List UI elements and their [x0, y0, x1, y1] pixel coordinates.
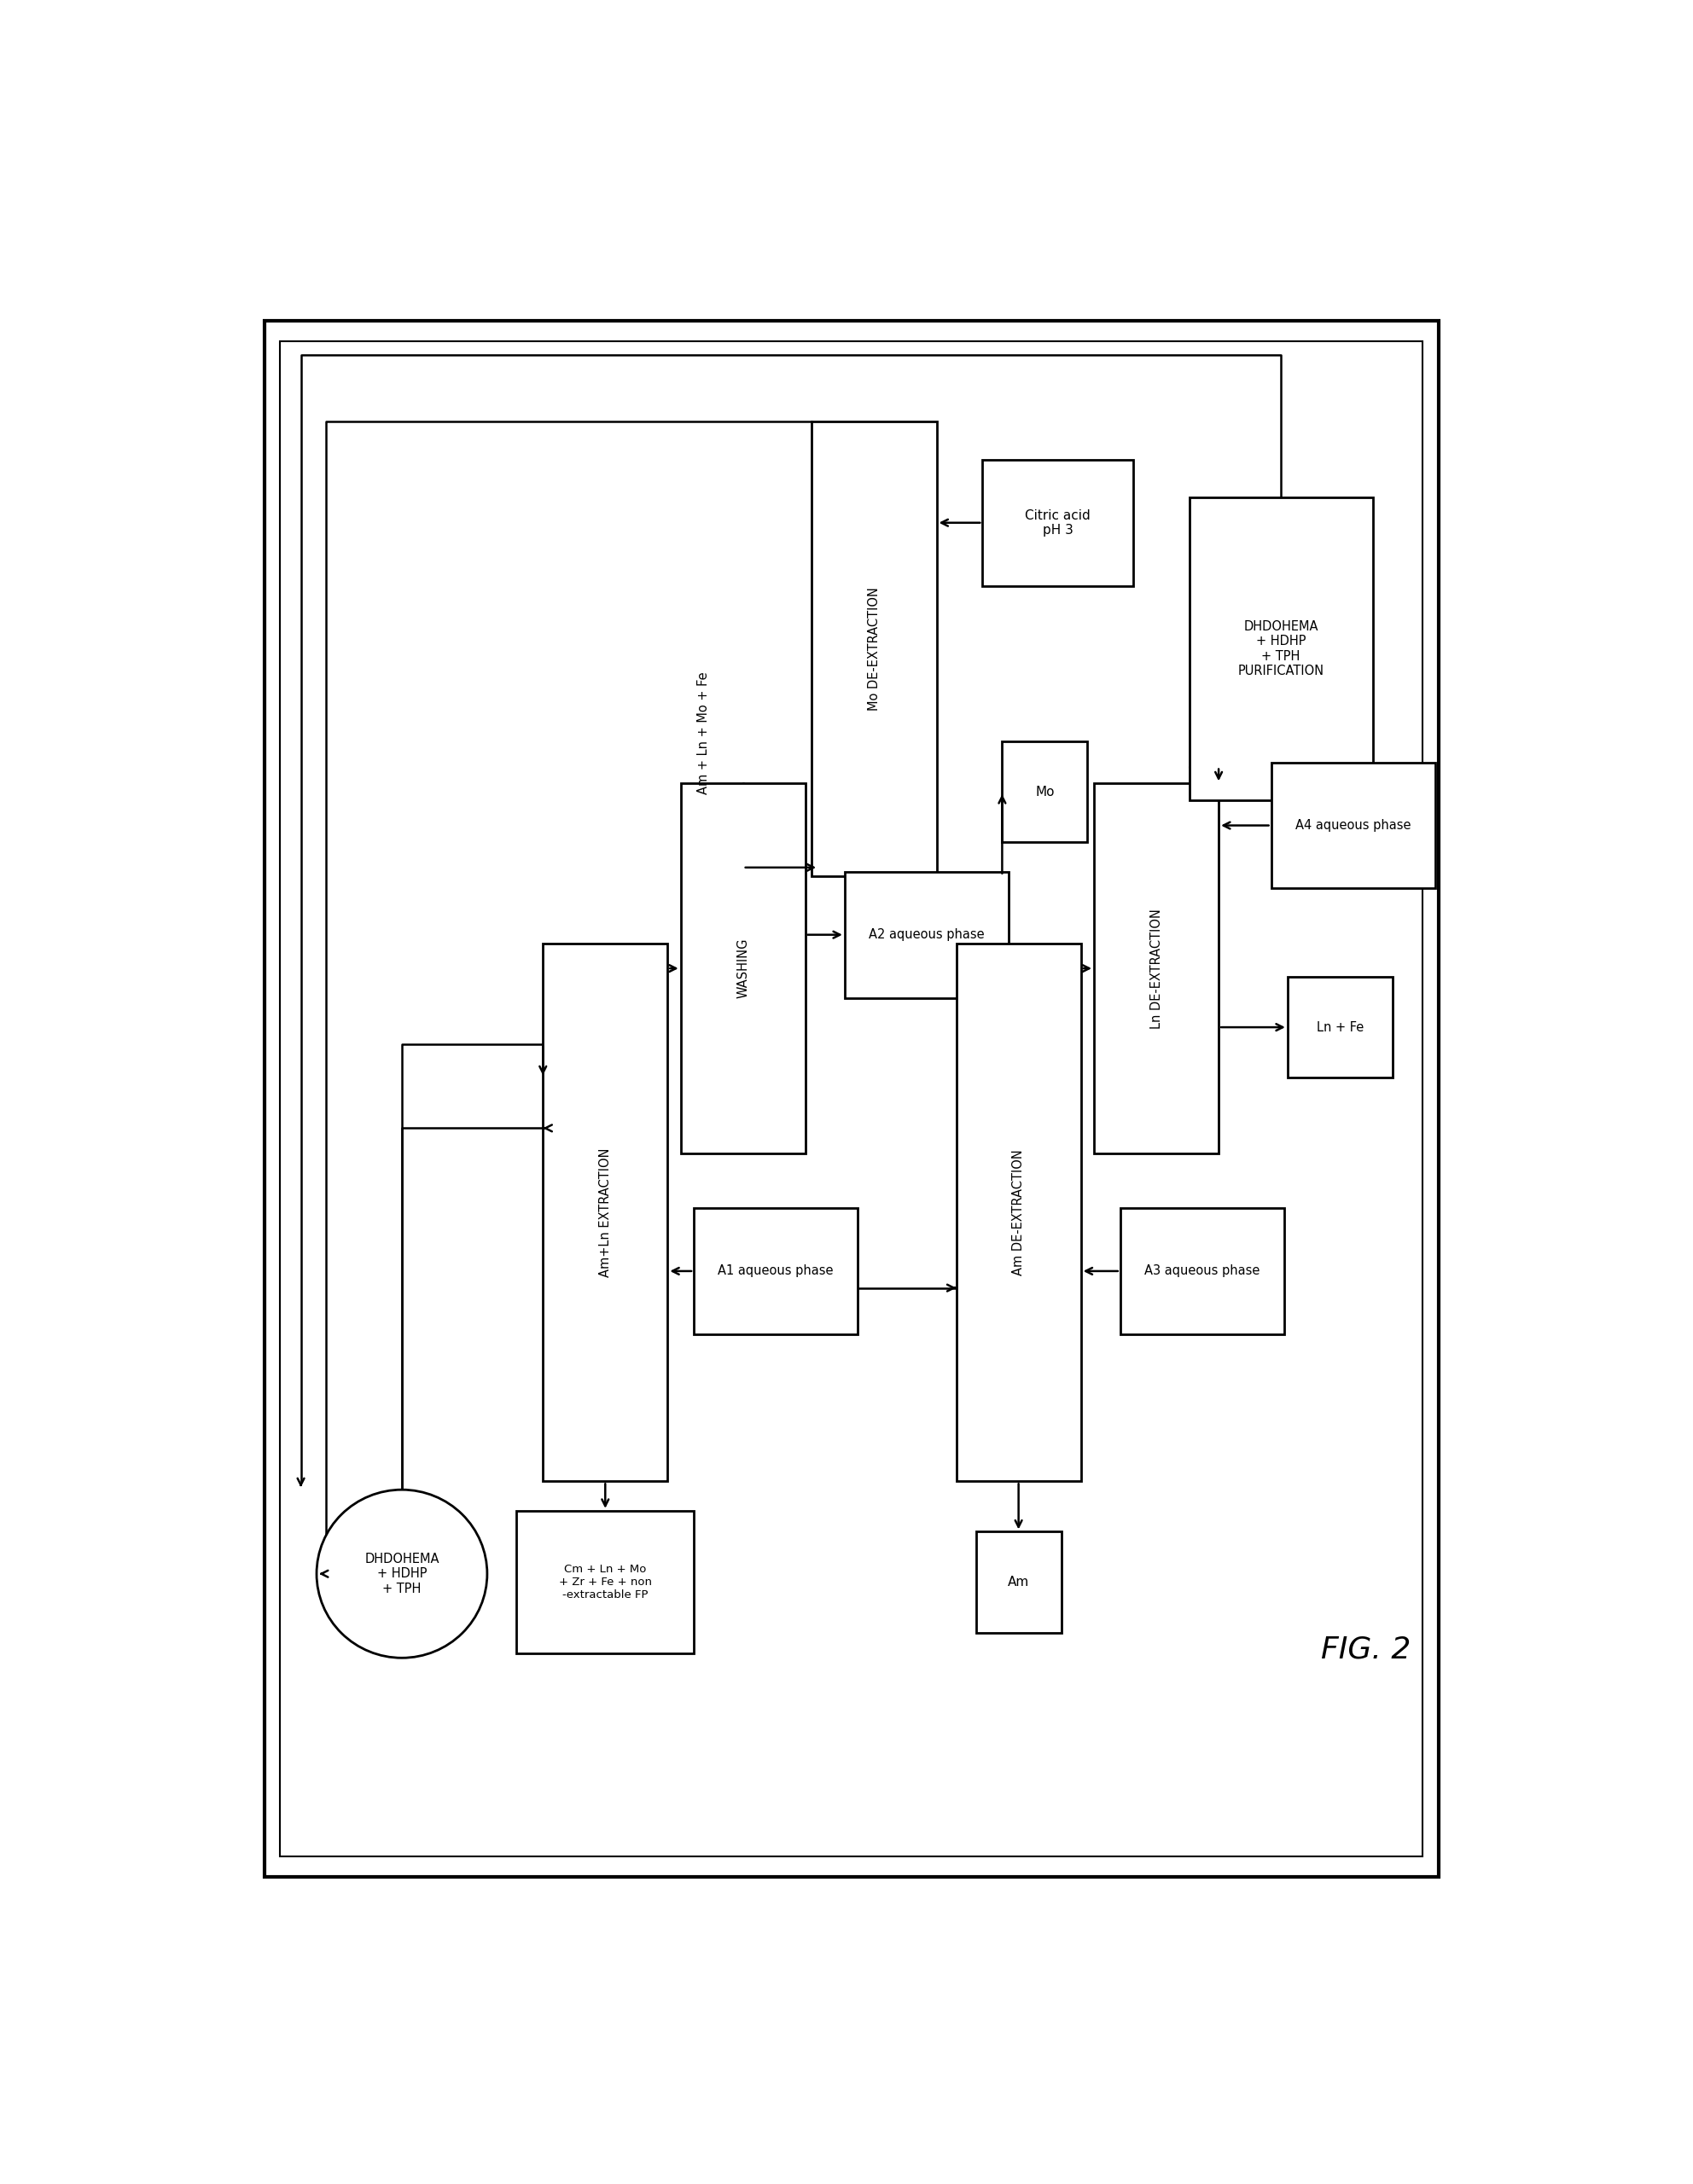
FancyBboxPatch shape: [516, 1511, 694, 1653]
Text: A4 aqueous phase: A4 aqueous phase: [1295, 819, 1410, 832]
FancyBboxPatch shape: [543, 943, 667, 1481]
FancyBboxPatch shape: [1288, 976, 1392, 1077]
FancyBboxPatch shape: [1094, 784, 1219, 1153]
FancyBboxPatch shape: [1188, 498, 1373, 799]
FancyBboxPatch shape: [982, 459, 1133, 585]
FancyBboxPatch shape: [845, 871, 1009, 998]
Text: WASHING: WASHING: [736, 939, 750, 998]
Text: A1 aqueous phase: A1 aqueous phase: [718, 1265, 833, 1278]
Ellipse shape: [317, 1489, 488, 1658]
Text: Ln + Fe: Ln + Fe: [1317, 1020, 1363, 1033]
FancyBboxPatch shape: [813, 422, 936, 876]
Text: A2 aqueous phase: A2 aqueous phase: [869, 928, 985, 941]
Text: FIG. 2: FIG. 2: [1321, 1636, 1412, 1664]
FancyBboxPatch shape: [681, 784, 806, 1153]
Text: Mo: Mo: [1034, 786, 1055, 797]
Text: Citric acid
pH 3: Citric acid pH 3: [1026, 509, 1090, 537]
FancyBboxPatch shape: [264, 321, 1439, 1876]
Text: Am+Ln EXTRACTION: Am+Ln EXTRACTION: [599, 1147, 611, 1278]
Text: DHDOHEMA
+ HDHP
+ TPH: DHDOHEMA + HDHP + TPH: [364, 1553, 438, 1594]
Text: Am + Ln + Mo + Fe: Am + Ln + Mo + Fe: [698, 673, 709, 795]
Text: Cm + Ln + Mo
+ Zr + Fe + non
-extractable FP: Cm + Ln + Mo + Zr + Fe + non -extractabl…: [559, 1564, 652, 1601]
FancyBboxPatch shape: [975, 1531, 1062, 1634]
FancyBboxPatch shape: [1002, 740, 1087, 843]
Text: Ln DE-EXTRACTION: Ln DE-EXTRACTION: [1150, 909, 1163, 1029]
Text: Am DE-EXTRACTION: Am DE-EXTRACTION: [1012, 1149, 1024, 1275]
FancyBboxPatch shape: [694, 1208, 858, 1334]
Text: Mo DE-EXTRACTION: Mo DE-EXTRACTION: [869, 587, 880, 710]
Text: DHDOHEMA
+ HDHP
+ TPH
PURIFICATION: DHDOHEMA + HDHP + TPH PURIFICATION: [1238, 620, 1324, 677]
Text: Am: Am: [1007, 1577, 1029, 1588]
FancyBboxPatch shape: [1271, 762, 1436, 889]
Text: A3 aqueous phase: A3 aqueous phase: [1144, 1265, 1260, 1278]
FancyBboxPatch shape: [1121, 1208, 1285, 1334]
FancyBboxPatch shape: [957, 943, 1080, 1481]
